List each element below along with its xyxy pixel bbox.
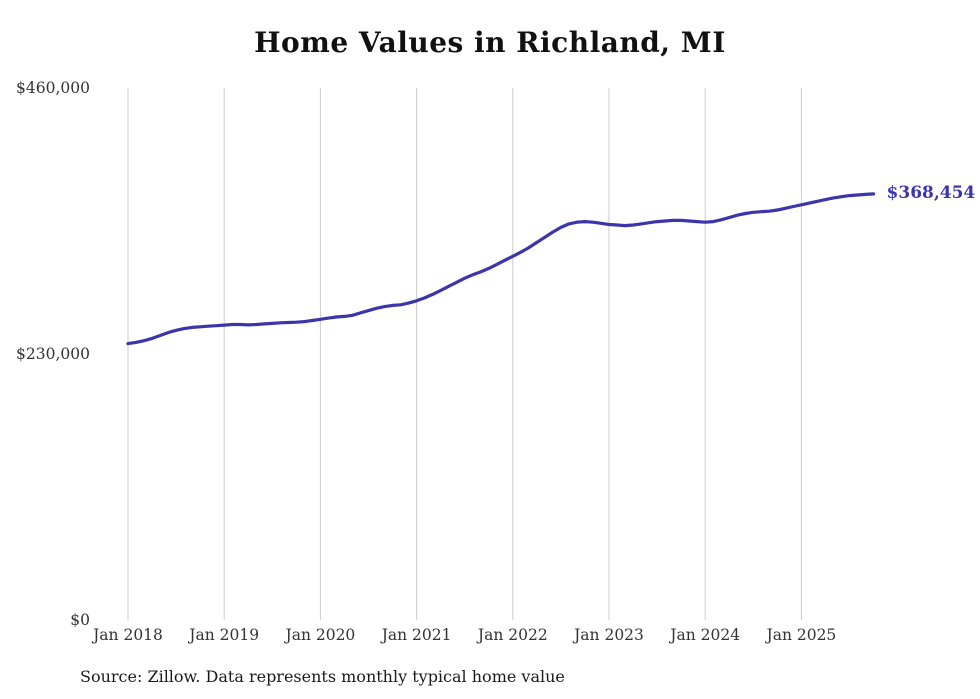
y-tick-label: $460,000 <box>16 79 90 97</box>
y-tick-label: $230,000 <box>16 345 90 363</box>
x-tick-label: Jan 2024 <box>668 626 740 644</box>
x-tick-label: Jan 2022 <box>476 626 548 644</box>
x-tick-label: Jan 2025 <box>764 626 836 644</box>
x-tick-label: Jan 2018 <box>91 626 163 644</box>
chart-title: Home Values in Richland, MI <box>254 26 726 59</box>
source-note: Source: Zillow. Data represents monthly … <box>80 667 565 686</box>
x-tick-label: Jan 2020 <box>283 626 355 644</box>
current-value-label: $368,454 <box>886 182 976 203</box>
x-tick-label: Jan 2021 <box>380 626 452 644</box>
x-tick-label: Jan 2023 <box>572 626 644 644</box>
y-tick-label: $0 <box>70 611 90 629</box>
value-line <box>126 192 876 346</box>
x-tick-label: Jan 2019 <box>187 626 259 644</box>
